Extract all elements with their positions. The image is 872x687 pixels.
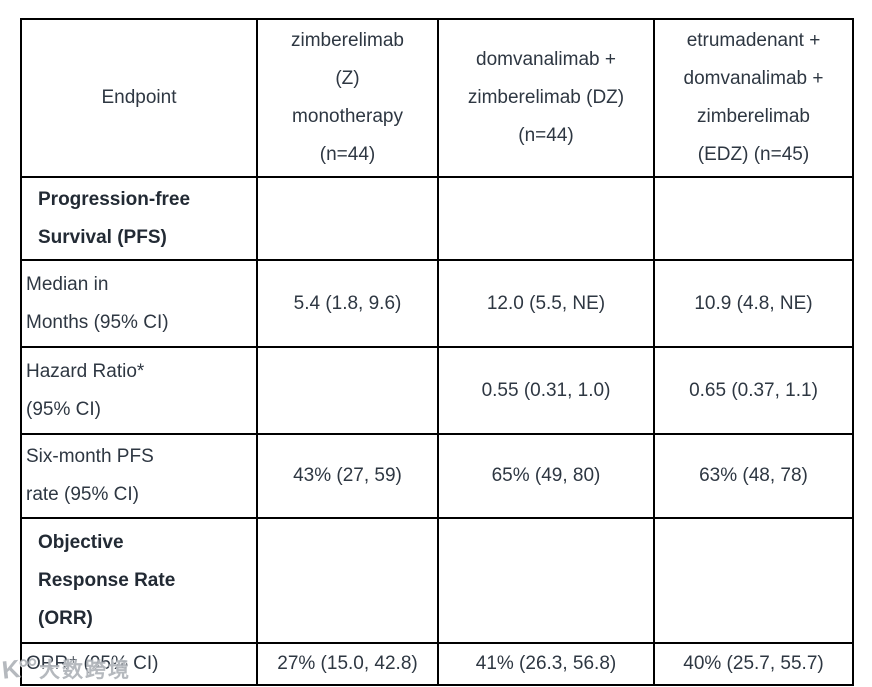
value-cell: 27% (15.0, 42.8) <box>256 642 439 686</box>
value-cell: 5.4 (1.8, 9.6) <box>256 259 439 348</box>
column-header-z-monotherapy: zimberelimab (Z) monotherapy (n=44) <box>256 18 439 178</box>
column-header-edz: etrumadenant + domvanalimab + zimberelim… <box>653 18 854 178</box>
column-header-dz: domvanalimab + zimberelimab (DZ) (n=44) <box>437 18 655 178</box>
section-label-orr: Objective Response Rate (ORR) <box>20 517 258 644</box>
value-cell: 41% (26.3, 56.8) <box>437 642 655 686</box>
value-cell <box>437 517 655 644</box>
row-label-median-months: Median in Months (95% CI) <box>20 259 258 348</box>
row-label-orr: ORR⁺ (95% CI) <box>20 642 258 686</box>
value-cell: 65% (49, 80) <box>437 433 655 519</box>
value-cell: 10.9 (4.8, NE) <box>653 259 854 348</box>
row-label-hazard-ratio: Hazard Ratio* (95% CI) <box>20 346 258 435</box>
table-row-orr: ORR⁺ (95% CI) 27% (15.0, 42.8) 41% (26.3… <box>20 642 854 686</box>
table-row-median-months: Median in Months (95% CI) 5.4 (1.8, 9.6)… <box>20 259 854 348</box>
value-cell <box>256 346 439 435</box>
value-cell <box>256 176 439 261</box>
value-cell: 63% (48, 78) <box>653 433 854 519</box>
row-label-six-month-pfs: Six-month PFS rate (95% CI) <box>20 433 258 519</box>
value-cell: 0.65 (0.37, 1.1) <box>653 346 854 435</box>
section-label-pfs: Progression-free Survival (PFS) <box>20 176 258 261</box>
value-cell: 40% (25.7, 55.7) <box>653 642 854 686</box>
value-cell <box>653 176 854 261</box>
value-cell <box>437 176 655 261</box>
value-cell <box>653 517 854 644</box>
value-cell <box>256 517 439 644</box>
endpoint-header: Endpoint <box>20 18 258 178</box>
table-row-pfs-section: Progression-free Survival (PFS) <box>20 176 854 261</box>
table-row-six-month-pfs: Six-month PFS rate (95% CI) 43% (27, 59)… <box>20 433 854 519</box>
results-table: Endpoint zimberelimab (Z) monotherapy (n… <box>20 18 854 686</box>
value-cell: 43% (27, 59) <box>256 433 439 519</box>
table-row-orr-section: Objective Response Rate (ORR) <box>20 517 854 644</box>
table-row-hazard-ratio: Hazard Ratio* (95% CI) 0.55 (0.31, 1.0) … <box>20 346 854 435</box>
value-cell: 12.0 (5.5, NE) <box>437 259 655 348</box>
value-cell: 0.55 (0.31, 1.0) <box>437 346 655 435</box>
table-header-row: Endpoint zimberelimab (Z) monotherapy (n… <box>20 18 854 178</box>
